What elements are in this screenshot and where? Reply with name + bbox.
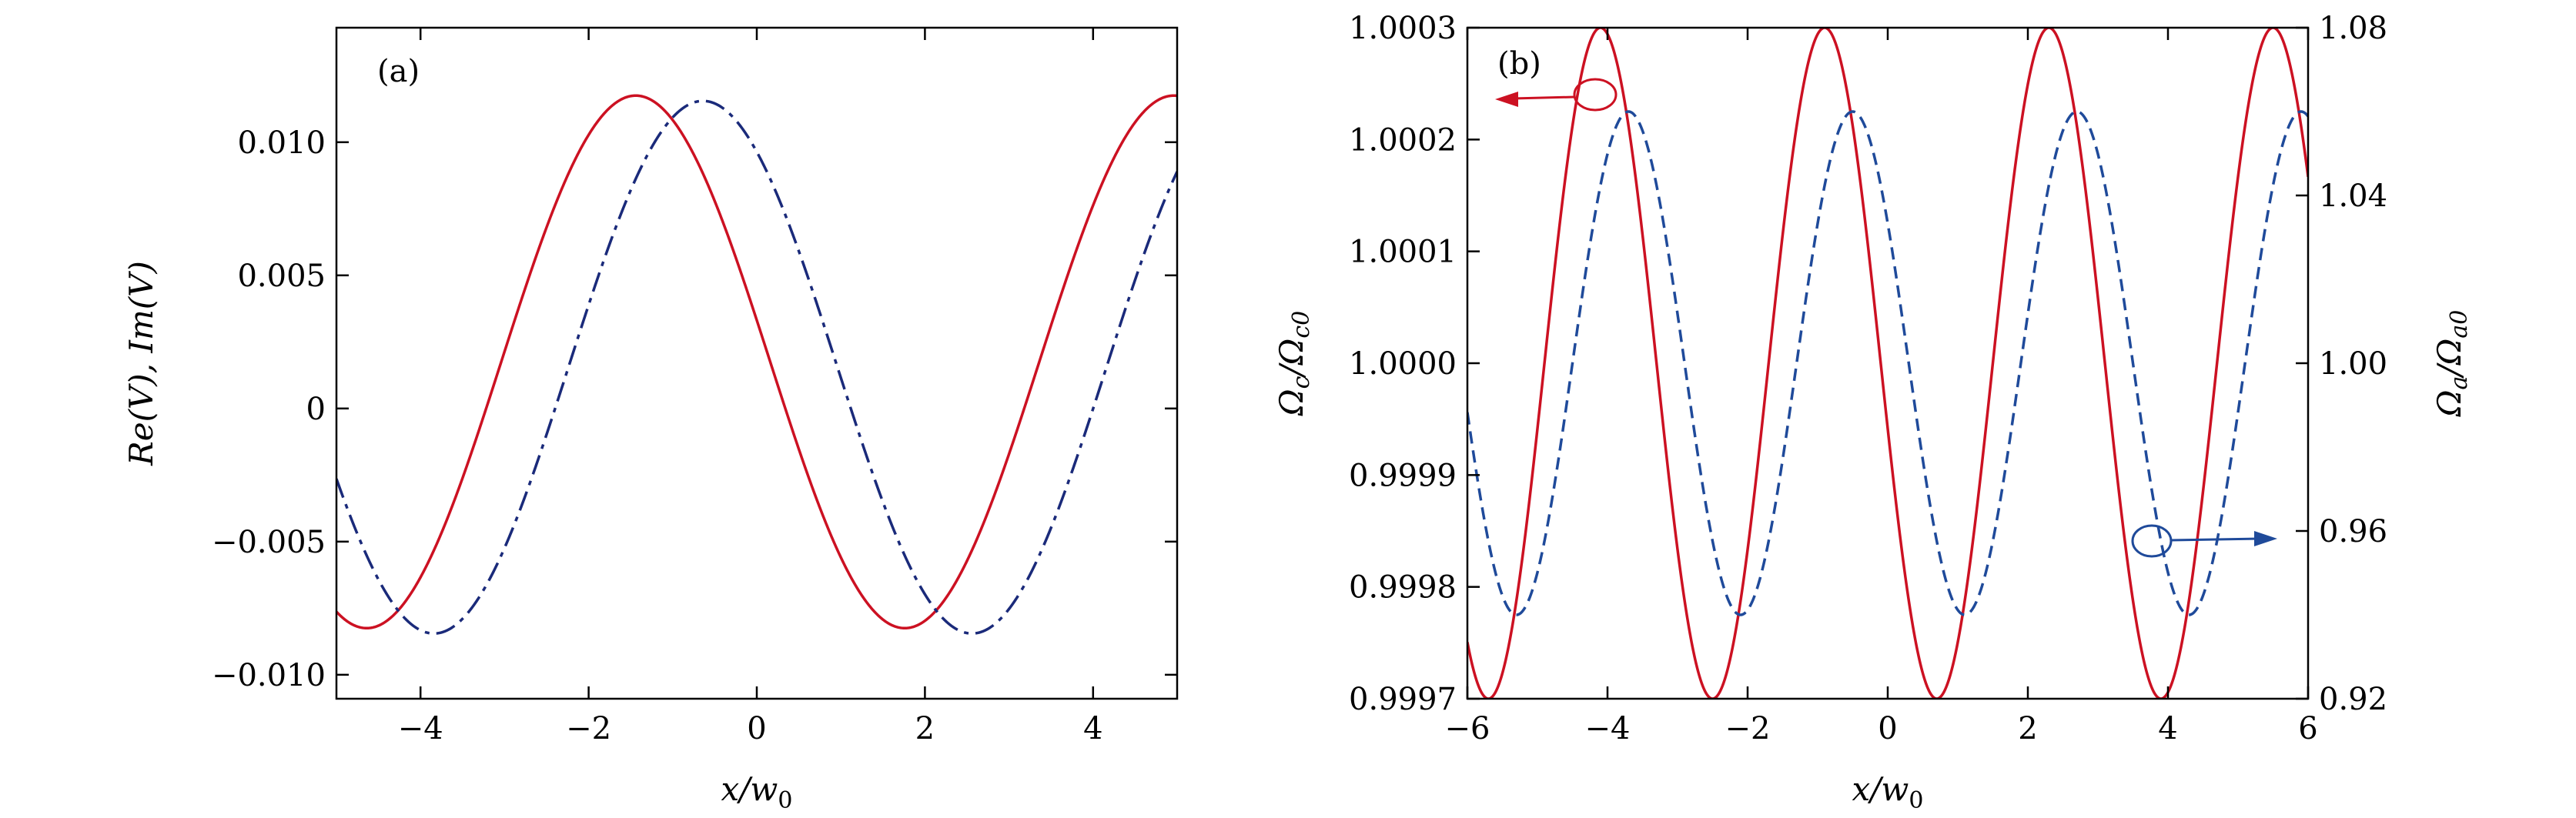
- panel-a-xtick-label: 0: [747, 711, 766, 746]
- panel-a-plot-frame: [335, 26, 1179, 700]
- panel-a-xlabel-sub: 0: [778, 787, 792, 814]
- panel-b-xtick-label: −6: [1445, 711, 1490, 746]
- panel-b-xtick-label: 4: [2158, 711, 2177, 746]
- panel-b-ytick-label: 1.0002: [1349, 122, 1457, 158]
- panel-b-xtick-label: 2: [2018, 711, 2037, 746]
- panel-b-ylabel-left-omega: Ω: [1273, 389, 1310, 416]
- panel-b-ytick-right-label: 1.00: [2319, 346, 2387, 382]
- blue-arrow-shaft: [2170, 537, 2260, 542]
- panel-b-xtick-label: 6: [2298, 711, 2317, 746]
- panel-b-ylabel-right-sub2: a0: [2446, 310, 2473, 339]
- panel-b-right-axis-indicator: [2131, 524, 2277, 558]
- panel-b-ylabel-left: Ωc/Ωc0: [1273, 311, 1315, 417]
- red-arrow-head-icon: [1495, 92, 1518, 107]
- panel-b-ytick-label: 1.0000: [1349, 346, 1457, 382]
- blue-arrow-head-icon: [2254, 531, 2277, 546]
- panel-b-series-1-line: [1467, 110, 2308, 616]
- panel-a-series-1-line: [336, 99, 1177, 635]
- panel-a-label: (a): [377, 54, 420, 89]
- panel-a-xlabel-x: x/w: [721, 770, 778, 808]
- panel-b-xlabel-x: x/w: [1852, 770, 1909, 808]
- red-arrow-shaft: [1512, 95, 1575, 100]
- panel-a-ytick-label: 0.010: [237, 125, 326, 161]
- panel-b-chart: −6 −4 −2 0 2 4 60.99970.99980.99991.00001.0001…: [1273, 11, 2473, 814]
- panel-b-xlabel: x/w0: [1852, 770, 1924, 814]
- panel-b-xtick-label: 0: [1878, 711, 1897, 746]
- panel-b-ylabel-left-slash: /Ω: [1273, 339, 1310, 379]
- panel-a-xtick-label: 2: [915, 711, 935, 746]
- panel-a-xtick-label: −2: [566, 711, 611, 746]
- panel-a-ytick-label: 0.005: [237, 259, 326, 294]
- red-curve-marker-ellipse: [1573, 78, 1618, 112]
- panel-a-ytick-label: 0: [306, 392, 326, 427]
- panel-b-series-0-line: [1467, 28, 2308, 699]
- panel-b-ylabel-right-sub1: a: [2446, 376, 2473, 390]
- panel-a-xtick-label: −4: [398, 711, 443, 746]
- panel-b-ylabel-left-sub2: c0: [1288, 311, 1315, 339]
- panel-b-ytick-label: 0.9997: [1349, 682, 1457, 717]
- panel-a-xlabel: x/w0: [721, 770, 793, 814]
- panel-a-series-0-line: [336, 94, 1177, 630]
- panel-b-ylabel-left-sub1: c: [1288, 376, 1315, 389]
- panel-b-ytick-label: 1.0001: [1349, 235, 1457, 270]
- panel-b-xtick-label: −4: [1585, 711, 1631, 746]
- panel-b-xtick-label: −2: [1725, 711, 1771, 746]
- panel-b-ytick-label: 0.9998: [1349, 570, 1457, 606]
- panel-b-ytick-right-label: 0.96: [2319, 514, 2387, 549]
- panel-a-xtick-label: 4: [1083, 711, 1102, 746]
- panel-b-left-axis-indicator: [1495, 78, 1618, 112]
- panel-b-ytick-label: 1.0003: [1349, 11, 1457, 46]
- panel-b-ytick-label: 0.9999: [1349, 458, 1457, 493]
- panel-a-ytick-label: −0.010: [212, 658, 326, 693]
- panel-b-ytick-right-label: 0.92: [2319, 682, 2387, 717]
- blue-curve-marker-ellipse: [2131, 524, 2173, 558]
- panel-b-ylabel-right-omega: Ω: [2430, 390, 2468, 418]
- panel-b-ylabel-right-slash: /Ω: [2430, 339, 2468, 379]
- panel-a-ytick-label: −0.005: [212, 525, 326, 560]
- panel-b-ytick-right-label: 1.08: [2319, 11, 2387, 46]
- panel-b-ytick-right-label: 1.04: [2319, 179, 2387, 214]
- panel-b-plot-frame: [1466, 26, 2310, 700]
- panel-b-ylabel-right: Ωa/Ωa0: [2430, 310, 2473, 418]
- panel-a-ylabel: Re(V), Im(V): [122, 261, 160, 466]
- panel-b-xlabel-sub: 0: [1909, 787, 1923, 814]
- panel-b-label: (b): [1497, 46, 1541, 82]
